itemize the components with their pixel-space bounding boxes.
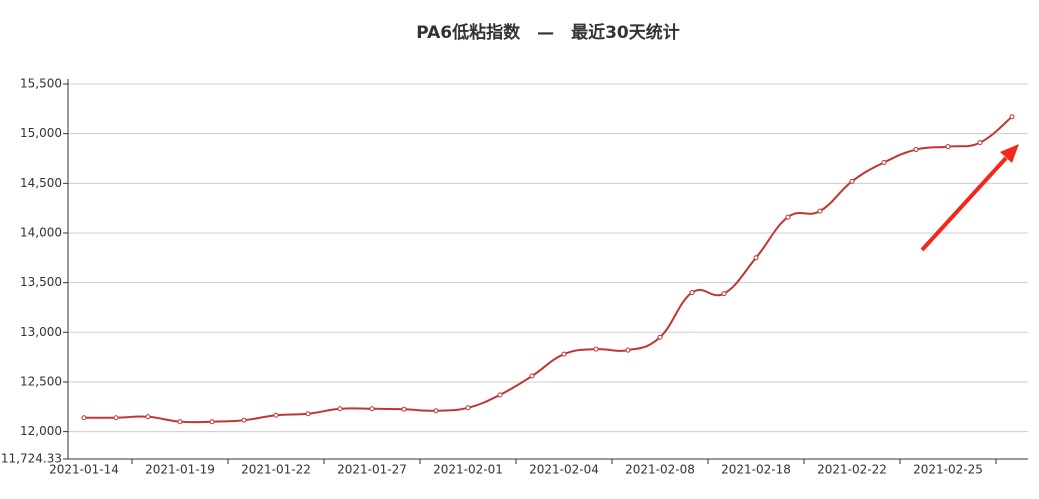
- data-point: [657, 334, 663, 340]
- data-point: [689, 290, 695, 296]
- data-point: [401, 406, 407, 412]
- chart-title: PA6低粘指数 — 最近30天统计: [416, 22, 680, 43]
- plot-layer: [81, 114, 1015, 425]
- series-line: [83, 115, 1013, 424]
- data-point: [433, 408, 439, 414]
- x-tick-label: 2021-02-25: [913, 463, 983, 477]
- data-point: [529, 373, 535, 379]
- arrow-shaft: [920, 156, 1008, 252]
- data-point: [721, 291, 727, 297]
- x-tick-label: 2021-02-01: [433, 463, 503, 477]
- y-tick-label: 15,500: [20, 77, 62, 91]
- data-point: [81, 415, 87, 421]
- x-tick-label: 2021-01-27: [337, 463, 407, 477]
- y-tick-label: 13,500: [20, 275, 62, 289]
- y-tick-label: 15,000: [20, 126, 62, 140]
- x-tick-label: 2021-02-04: [529, 463, 599, 477]
- x-tick-label: 2021-01-14: [49, 463, 119, 477]
- data-point: [561, 351, 567, 357]
- y-tick-label: 13,000: [20, 325, 62, 339]
- data-point: [241, 417, 247, 423]
- data-point: [1009, 114, 1015, 120]
- data-point: [913, 147, 919, 153]
- data-point: [753, 255, 759, 261]
- data-point: [977, 140, 983, 146]
- data-point: [273, 412, 279, 418]
- x-tick-label: 2021-01-22: [241, 463, 311, 477]
- y-tick-label: 11,724.33: [1, 452, 62, 466]
- y-tick-label: 12,000: [20, 424, 62, 438]
- x-tick-label: 2021-02-08: [625, 463, 695, 477]
- data-point: [209, 419, 215, 425]
- data-point: [625, 347, 631, 353]
- data-point: [785, 214, 791, 220]
- y-tick-label: 14,000: [20, 225, 62, 239]
- data-point: [177, 419, 183, 425]
- arrow-head: [1000, 144, 1019, 163]
- x-tick-label: 2021-01-19: [145, 463, 215, 477]
- data-point: [369, 406, 375, 412]
- data-point: [849, 178, 855, 184]
- data-point: [113, 415, 119, 421]
- data-point: [881, 159, 887, 165]
- grid-layer: [68, 83, 1028, 460]
- data-point: [337, 406, 343, 412]
- data-point: [817, 208, 823, 214]
- data-point: [945, 144, 951, 150]
- data-point: [497, 392, 503, 398]
- data-point: [593, 346, 599, 352]
- data-point: [145, 414, 151, 420]
- data-point: [305, 411, 311, 417]
- y-tick-label: 14,500: [20, 176, 62, 190]
- x-tick-label: 2021-02-18: [721, 463, 791, 477]
- arrow: [920, 144, 1019, 252]
- x-tick-label: 2021-02-22: [817, 463, 887, 477]
- y-tick-label: 12,500: [20, 374, 62, 388]
- data-point: [465, 405, 471, 411]
